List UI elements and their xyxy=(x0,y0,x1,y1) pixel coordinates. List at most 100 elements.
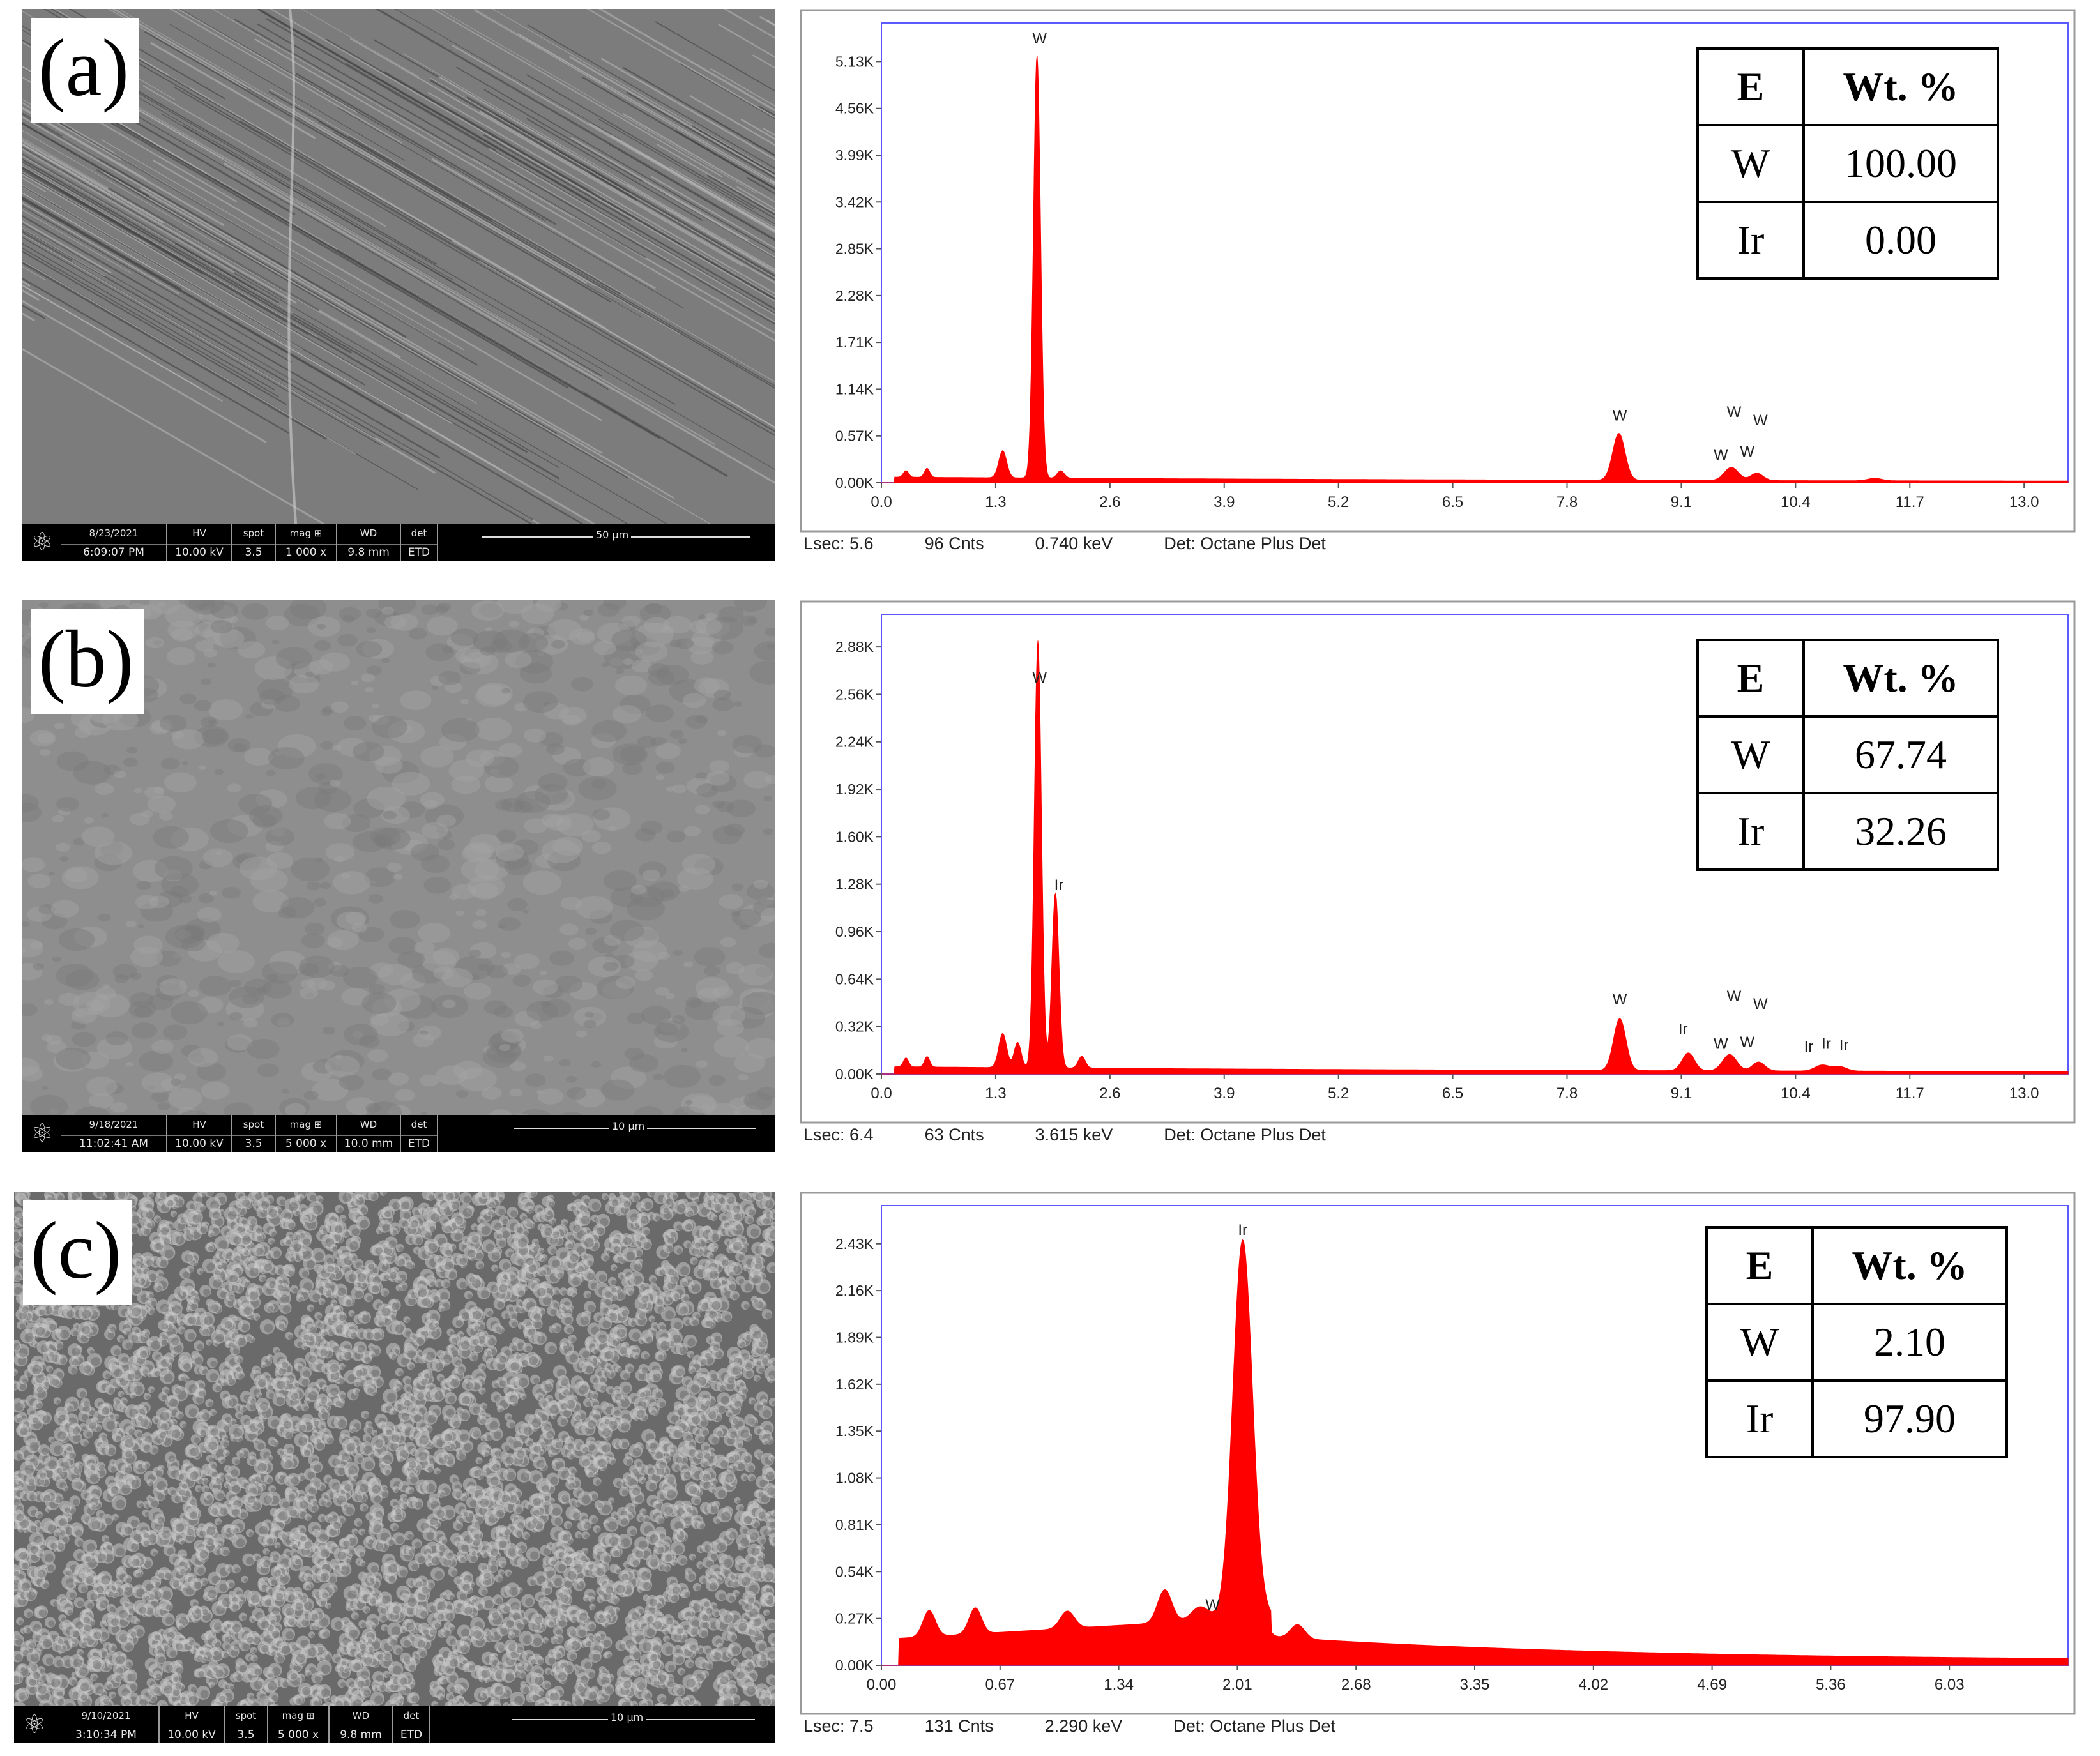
sem-det-header: det xyxy=(411,527,427,539)
sem-mag: 1 000 x xyxy=(276,544,336,559)
x-tick-label: 0.0 xyxy=(871,494,892,511)
x-tick-label: 9.1 xyxy=(1671,1085,1692,1102)
peak-label: Ir xyxy=(1054,877,1064,894)
panel-label: (a) xyxy=(31,18,140,123)
peak-label: Ir xyxy=(1238,1222,1247,1239)
sem-image xyxy=(22,9,775,561)
sem-det-header: det xyxy=(403,1710,420,1722)
peak-label: W xyxy=(1205,1596,1220,1614)
table-cell-element: Ir xyxy=(1705,1379,1814,1458)
table-cell-wt: 0.00 xyxy=(1802,201,1999,280)
panel-label: (b) xyxy=(31,609,144,714)
scale-bar: 10 µm xyxy=(512,1711,755,1725)
peak-label: W xyxy=(1032,30,1047,47)
y-tick-label: 4.56K xyxy=(835,100,874,117)
y-tick-label: 3.99K xyxy=(835,147,874,163)
sem-date: 9/10/2021 xyxy=(81,1710,131,1722)
x-tick-label: 4.02 xyxy=(1578,1676,1608,1693)
table-header-wt: Wt. % xyxy=(1802,47,1999,126)
x-tick-label: 2.68 xyxy=(1341,1676,1371,1693)
peak-label: Ir xyxy=(1804,1038,1814,1056)
x-tick-label: 3.35 xyxy=(1460,1676,1490,1693)
x-tick-label: 2.6 xyxy=(1099,494,1120,511)
table-cell-wt: 32.26 xyxy=(1802,792,1999,871)
spectrum-series xyxy=(881,1239,2069,1666)
sem-time: 6:09:07 PM xyxy=(61,544,166,559)
x-tick-label: 1.3 xyxy=(985,494,1006,511)
x-tick-label: 10.4 xyxy=(1781,1085,1811,1102)
footer-kev: 3.615 keV xyxy=(1035,1125,1113,1144)
sem-image xyxy=(22,600,775,1152)
sem-mag: 5 000 x xyxy=(268,1727,328,1741)
y-tick-label: 0.32K xyxy=(835,1018,874,1035)
scale-bar: 10 µm xyxy=(514,1120,756,1134)
y-tick-label: 0.81K xyxy=(835,1517,874,1533)
peak-label: W xyxy=(1740,1034,1754,1051)
x-tick-label: 9.1 xyxy=(1671,494,1692,511)
sem-hv: 10.00 kV xyxy=(167,544,231,559)
eds-footer: Lsec: 7.5 131 Cnts 2.290 keV Det: Octane Pl… xyxy=(803,1716,1387,1736)
sem-det-header: det xyxy=(411,1119,427,1130)
x-tick-label: 3.9 xyxy=(1214,494,1235,511)
sem-hv-header: HV xyxy=(192,527,206,539)
sem-wd: 10.0 mm xyxy=(337,1135,400,1150)
eds-footer: Lsec: 5.6 96 Cnts 0.740 keV Det: Octane Plu… xyxy=(803,534,1377,554)
x-tick-label: 10.4 xyxy=(1781,494,1811,511)
sem-micrograph: (b) ⚛ 9/18/2021 11:02:41 AM HV 10.00 kV sp… xyxy=(22,600,775,1152)
sem-mag-header: mag ⊞ xyxy=(289,527,323,539)
scale-bar-label: 10 µm xyxy=(608,1711,646,1723)
panel-label: (c) xyxy=(23,1200,132,1305)
y-tick-label: 2.56K xyxy=(835,686,874,702)
y-tick-label: 0.00K xyxy=(835,1066,874,1082)
y-tick-label: 0.54K xyxy=(835,1563,874,1580)
sem-time: 11:02:41 AM xyxy=(61,1135,166,1150)
y-tick-label: 1.60K xyxy=(835,828,874,845)
footer-kev: 2.290 keV xyxy=(1044,1716,1123,1736)
y-tick-label: 1.62K xyxy=(835,1376,874,1393)
x-tick-label: 11.7 xyxy=(1896,1085,1924,1102)
table-cell-element: Ir xyxy=(1696,201,1805,280)
eds-spectrum: 0.00K 0.57K 1.14K 1.71K 2.28K 2.85K 3.42K 3.99K… xyxy=(800,9,2076,561)
table-cell-wt: 2.10 xyxy=(1811,1303,2008,1382)
x-tick-label: 13.0 xyxy=(2009,494,2039,511)
peak-label: Ir xyxy=(1839,1037,1849,1054)
sem-mag: 5 000 x xyxy=(276,1135,336,1150)
y-tick-label: 0.64K xyxy=(835,971,874,987)
x-tick-label: 13.0 xyxy=(2009,1085,2039,1102)
sem-databar: ⚛ 9/18/2021 11:02:41 AM HV 10.00 kV spot 3.… xyxy=(22,1115,775,1152)
peak-label: W xyxy=(1613,407,1627,424)
table-header-element: E xyxy=(1696,47,1805,126)
table-cell-element: W xyxy=(1705,1303,1814,1382)
peak-label: Ir xyxy=(1822,1036,1831,1053)
y-tick-label: 1.08K xyxy=(835,1470,874,1487)
footer-detector: Det: Octane Plus Det xyxy=(1164,534,1326,553)
y-tick-label: 0.96K xyxy=(835,923,874,940)
peak-label: W xyxy=(1727,404,1742,421)
table-cell-wt: 100.00 xyxy=(1802,124,1999,203)
y-tick-label: 2.85K xyxy=(835,241,874,257)
table-cell-element: W xyxy=(1696,715,1805,794)
sem-date: 9/18/2021 xyxy=(89,1119,139,1130)
sem-det: ETD xyxy=(401,544,437,559)
peak-label: W xyxy=(1714,1036,1728,1053)
sem-mag-header: mag ⊞ xyxy=(289,1119,323,1130)
scale-bar-label: 50 µm xyxy=(593,529,632,541)
fei-logo-icon: ⚛ xyxy=(31,1119,54,1148)
y-tick-label: 0.00K xyxy=(835,1657,874,1674)
sem-det: ETD xyxy=(393,1727,429,1741)
x-tick-label: 7.8 xyxy=(1556,494,1578,511)
footer-lsec: Lsec: 6.4 xyxy=(803,1125,874,1144)
sem-wd: 9.8 mm xyxy=(330,1727,392,1741)
footer-kev: 0.740 keV xyxy=(1035,534,1113,553)
sem-databar: ⚛ 8/23/2021 6:09:07 PM HV 10.00 kV spot 3.5… xyxy=(22,524,775,561)
sem-spot: 3.5 xyxy=(232,1135,275,1150)
peak-label: W xyxy=(1727,988,1742,1005)
composition-table: E Wt. % W 2.10 Ir 97.90 xyxy=(1705,1226,2008,1458)
sem-spot-header: spot xyxy=(243,1119,264,1130)
sem-spot: 3.5 xyxy=(232,544,275,559)
y-tick-label: 1.92K xyxy=(835,781,874,798)
y-tick-label: 1.71K xyxy=(835,334,874,351)
x-tick-label: 3.9 xyxy=(1214,1085,1235,1102)
sem-spot: 3.5 xyxy=(225,1727,267,1741)
footer-counts: 131 Cnts xyxy=(924,1716,994,1736)
